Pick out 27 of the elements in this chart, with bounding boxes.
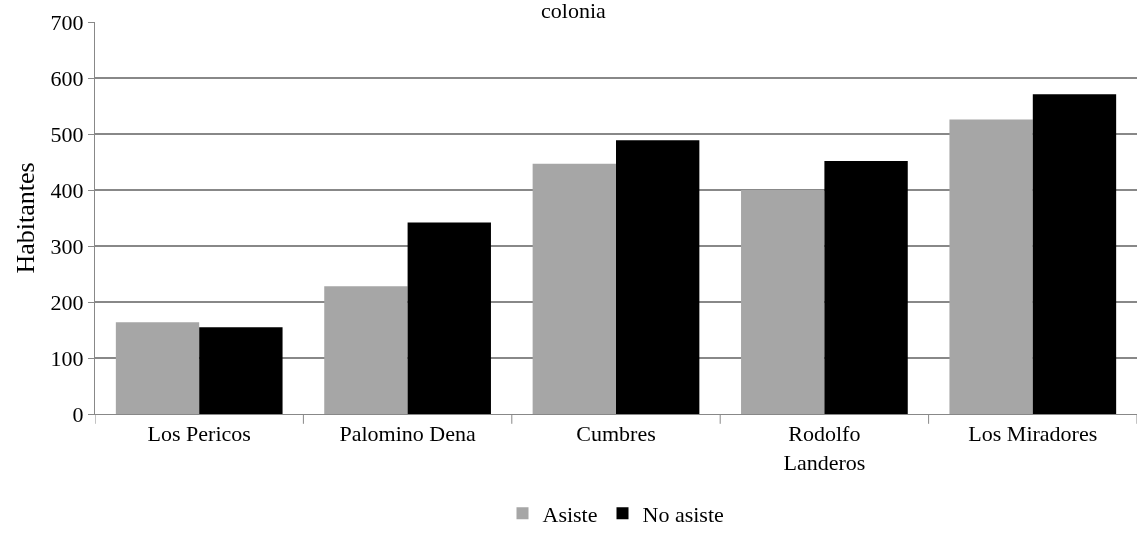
y-tick-label: 200 bbox=[50, 289, 84, 315]
x-tick-label: Los Pericos bbox=[147, 421, 251, 447]
bar bbox=[949, 119, 1033, 414]
x-tick-label: Los Miradores bbox=[968, 421, 1098, 447]
bar bbox=[115, 322, 200, 414]
y-axis-title: Habitantes bbox=[11, 162, 40, 274]
y-tick-label: 300 bbox=[50, 233, 84, 259]
x-tick-label: Rodolfo Landeros bbox=[783, 421, 866, 475]
bar bbox=[532, 163, 616, 414]
chart-title: colonia bbox=[541, 0, 607, 24]
bar bbox=[824, 160, 908, 414]
bar bbox=[1032, 94, 1117, 414]
bar bbox=[199, 327, 283, 414]
bar bbox=[407, 222, 491, 414]
bar bbox=[741, 190, 825, 414]
legend-label: No asiste bbox=[642, 501, 724, 527]
x-tick-label: Cumbres bbox=[576, 421, 656, 447]
y-tick-label: 500 bbox=[50, 121, 84, 147]
bar bbox=[616, 140, 700, 414]
y-tick-label: 0 bbox=[72, 401, 84, 427]
y-tick-label: 700 bbox=[50, 9, 84, 35]
y-tick-label: 400 bbox=[50, 177, 84, 203]
y-tick-label: 100 bbox=[50, 345, 84, 371]
x-tick-label: Palomino Dena bbox=[339, 421, 476, 447]
legend-label: Asiste bbox=[542, 501, 598, 527]
bar bbox=[324, 286, 408, 414]
y-tick-label: 600 bbox=[50, 65, 84, 91]
